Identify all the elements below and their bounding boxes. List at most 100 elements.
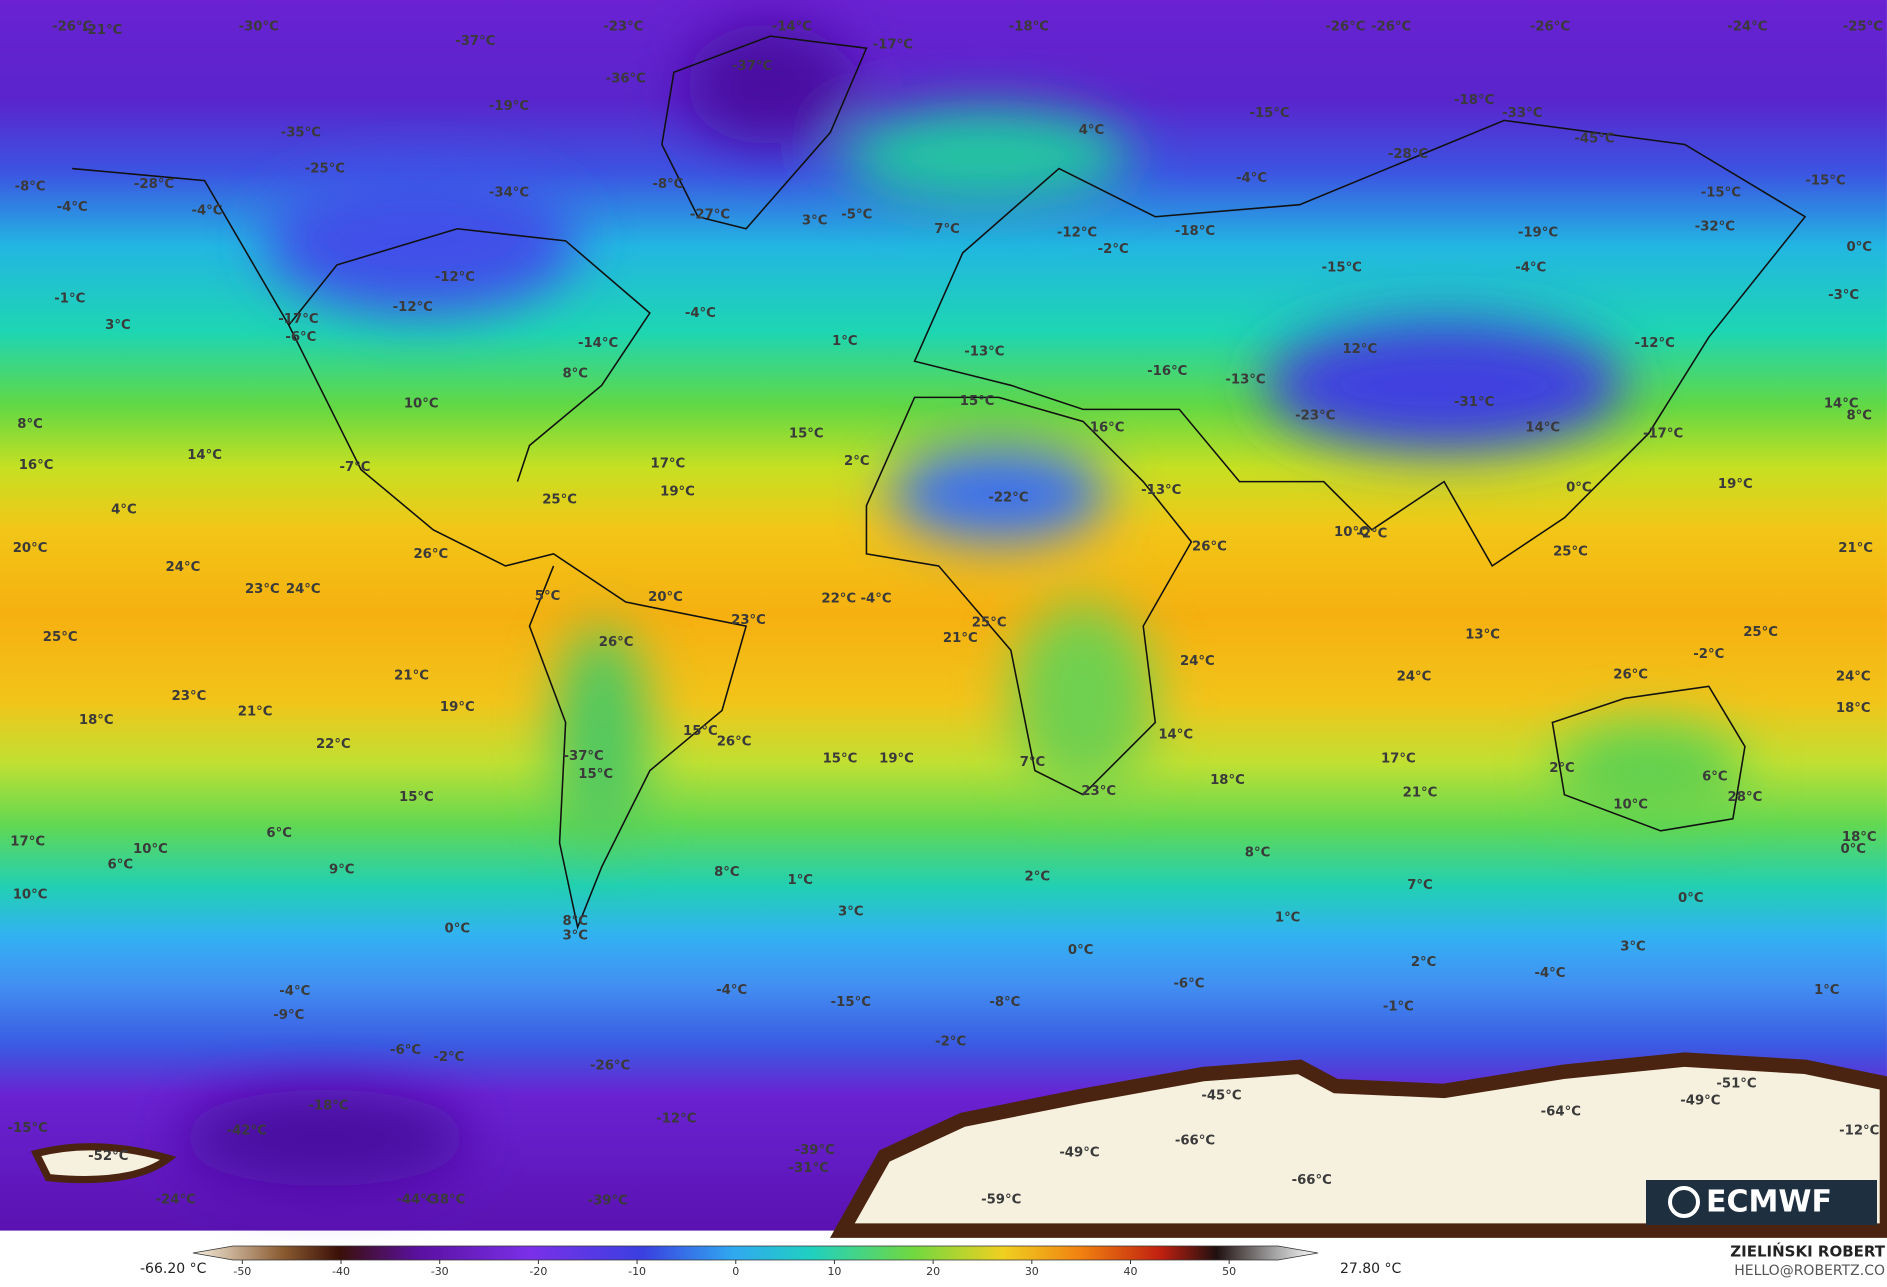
- temperature-label: -13°C: [1225, 372, 1265, 387]
- temperature-label: -7°C: [339, 460, 370, 475]
- temperature-label: 23°C: [731, 613, 766, 628]
- temperature-label: 4°C: [111, 502, 137, 517]
- colorbar: -66.20 °C 27.80 °C -50 -40 -30 -20 -10 0 10 20 3…: [140, 1245, 1402, 1278]
- temperature-label: 3°C: [105, 318, 131, 333]
- temperature-label: -38°C: [425, 1192, 465, 1207]
- temperature-label: 21°C: [943, 631, 978, 646]
- temperature-label: 12°C: [1342, 342, 1377, 357]
- colorbar-min-label: -66.20 °C: [140, 1261, 207, 1277]
- temperature-label: -31°C: [789, 1161, 829, 1176]
- temperature-label: -45°C: [1201, 1089, 1241, 1104]
- logo-text: ECMWF: [1706, 1185, 1832, 1220]
- temperature-label: 8°C: [562, 914, 588, 929]
- temperature-label: 6°C: [108, 858, 134, 873]
- temperature-label: -4°C: [191, 204, 222, 219]
- temperature-label: -51°C: [1716, 1077, 1756, 1092]
- temperature-label: -9°C: [273, 1008, 304, 1023]
- temperature-label: -15°C: [1249, 106, 1289, 121]
- temperature-label: 16°C: [19, 458, 54, 473]
- temperature-label: -15°C: [1805, 174, 1845, 189]
- temperature-label: -35°C: [281, 125, 321, 140]
- temperature-label: -26°C: [590, 1059, 630, 1074]
- temperature-label: -4°C: [279, 984, 310, 999]
- temperature-label: 16°C: [1090, 420, 1125, 435]
- colorbar-tick-label: 30: [1025, 1265, 1039, 1278]
- temperature-label: -12°C: [1635, 336, 1675, 351]
- temperature-label: -22°C: [988, 490, 1028, 505]
- temperature-label: 25°C: [43, 630, 78, 645]
- temperature-label: -1°C: [1383, 1000, 1414, 1015]
- temperature-label: -8°C: [989, 995, 1020, 1010]
- temperature-label: -23°C: [1295, 408, 1335, 423]
- colorbar-tick-label: 10: [827, 1265, 841, 1278]
- temperature-label: -13°C: [1141, 483, 1181, 498]
- temperature-label: 3°C: [1620, 939, 1646, 954]
- antarctica-ice: [830, 1052, 1887, 1238]
- temperature-label: 20°C: [13, 541, 48, 556]
- temperature-label: -21°C: [82, 23, 122, 38]
- temperature-label: 26°C: [1192, 540, 1227, 555]
- temperature-label: 15°C: [823, 752, 858, 767]
- temperature-label: 25°C: [542, 493, 577, 508]
- ecmwf-logo: ECMWF: [1646, 1180, 1877, 1225]
- temperature-label: 0°C: [1846, 240, 1872, 255]
- temperature-label: -18°C: [308, 1098, 348, 1113]
- temperature-label: -2°C: [433, 1050, 464, 1065]
- temperature-label: -17°C: [1643, 426, 1683, 441]
- temperature-label: 2°C: [844, 454, 870, 469]
- temperature-label: -25°C: [1843, 19, 1883, 34]
- temperature-label: -25°C: [305, 162, 345, 177]
- temperature-label: 8°C: [1245, 846, 1271, 861]
- temperature-label: -44°C: [396, 1192, 436, 1207]
- temperature-label: 21°C: [1403, 785, 1438, 800]
- temperature-label: 28°C: [1728, 790, 1763, 805]
- temperature-label: 24°C: [1397, 670, 1432, 685]
- temperature-label: 0°C: [1566, 481, 1592, 496]
- temperature-label: -32°C: [1695, 219, 1735, 234]
- author-name: ZIELIŃSKI ROBERT: [1730, 1242, 1885, 1261]
- temperature-label: -12°C: [656, 1112, 696, 1127]
- temperature-label: -4°C: [1534, 966, 1565, 981]
- temperature-label: 19°C: [879, 752, 914, 767]
- temperature-label: -17°C: [278, 312, 318, 327]
- temperature-label: -4°C: [685, 306, 716, 321]
- temperature-label: -66°C: [1175, 1133, 1215, 1148]
- temperature-label: -2°C: [935, 1035, 966, 1050]
- temperature-label: 17°C: [10, 835, 45, 850]
- temperature-label: 17°C: [651, 457, 686, 472]
- temperature-label: 10°C: [1334, 525, 1369, 540]
- temperature-label: -14°C: [578, 336, 618, 351]
- temperature-label: 0°C: [445, 921, 471, 936]
- temperature-label: -8°C: [652, 177, 683, 192]
- temperature-label: 8°C: [714, 865, 740, 880]
- temperature-label: 21°C: [394, 668, 429, 683]
- temperature-label: 6°C: [266, 826, 292, 841]
- temperature-label: 22°C: [316, 737, 351, 752]
- temperature-label: 14°C: [187, 448, 222, 463]
- temperature-label: 21°C: [238, 705, 273, 720]
- temperature-label: 10°C: [1613, 797, 1648, 812]
- temperature-label: 14°C: [1824, 396, 1859, 411]
- temperature-label: -4°C: [716, 983, 747, 998]
- temperature-label: -31°C: [1454, 395, 1494, 410]
- temperature-label: -23°C: [603, 19, 643, 34]
- temperature-label: -37°C: [455, 34, 495, 49]
- temperature-label: 25°C: [972, 616, 1007, 631]
- temperature-label: -39°C: [588, 1193, 628, 1208]
- temperature-label: -1°C: [54, 292, 85, 307]
- temperature-label: -30°C: [239, 19, 279, 34]
- colorbar-tick-label: -50: [233, 1265, 251, 1278]
- temperature-label: 15°C: [578, 767, 613, 782]
- colorbar-tick-label: -10: [628, 1265, 646, 1278]
- colorbar-max-label: 27.80 °C: [1340, 1261, 1402, 1277]
- temperature-label: 0°C: [1068, 943, 1094, 958]
- temperature-label: 20°C: [648, 590, 683, 605]
- temperature-label: 21°C: [1838, 541, 1873, 556]
- temperature-label: 13°C: [1465, 628, 1500, 643]
- temperature-label: 1°C: [787, 873, 813, 888]
- temperature-label: -12°C: [393, 300, 433, 315]
- temperature-label: 3°C: [562, 929, 588, 944]
- temperature-label: 7°C: [1407, 878, 1433, 893]
